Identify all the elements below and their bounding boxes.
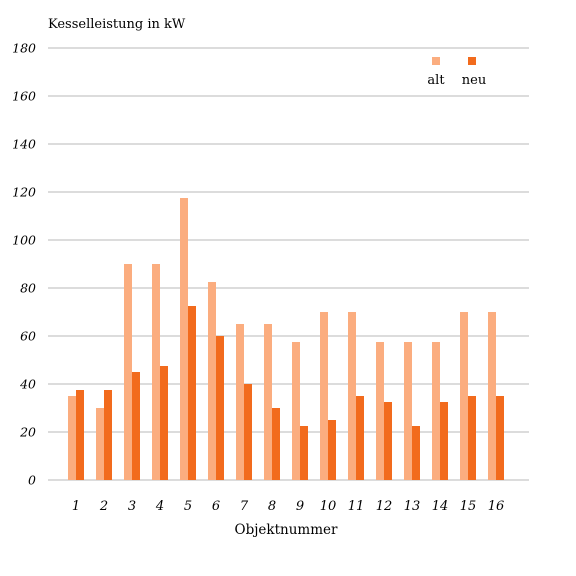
y-tick-label: 120	[12, 185, 36, 200]
legend-swatch-alt	[432, 57, 440, 65]
x-tick-label: 13	[404, 499, 421, 514]
x-tick-label: 14	[432, 499, 449, 514]
y-tick-label: 100	[12, 233, 36, 248]
bar-neu	[328, 420, 336, 480]
y-tick-label: 0	[28, 473, 36, 488]
y-tick-label: 160	[12, 89, 36, 104]
bar-alt	[292, 342, 300, 480]
x-tick-label: 7	[240, 499, 249, 514]
bar-alt	[124, 264, 132, 480]
y-tick-label: 80	[20, 281, 36, 296]
bar-alt	[376, 342, 384, 480]
legend-swatch-neu	[468, 57, 476, 65]
bar-neu	[272, 408, 280, 480]
bar-alt	[320, 312, 328, 480]
x-axis-ticks: 1 2 3 4 5 6 7 8 9 10 11 12 13 14 15 16	[72, 499, 504, 514]
bars	[68, 198, 504, 480]
bar-neu	[468, 396, 476, 480]
bar-neu	[356, 396, 364, 480]
x-tick-label: 8	[268, 499, 276, 514]
bar-neu	[412, 426, 420, 480]
bar-alt	[404, 342, 412, 480]
y-tick-label: 140	[12, 137, 36, 152]
x-tick-label: 4	[155, 499, 164, 514]
bar-alt	[348, 312, 356, 480]
bar-alt	[152, 264, 160, 480]
legend-label-neu: neu	[462, 73, 486, 88]
bar-neu	[104, 390, 112, 480]
bar-alt	[264, 324, 272, 480]
bar-alt	[488, 312, 496, 480]
bar-alt	[236, 324, 244, 480]
bar-alt	[432, 342, 440, 480]
x-tick-label: 10	[320, 499, 337, 514]
bar-neu	[76, 390, 84, 480]
x-tick-label: 3	[128, 499, 136, 514]
bar-neu	[496, 396, 504, 480]
y-tick-label: 180	[12, 41, 36, 56]
x-tick-label: 15	[460, 499, 477, 514]
y-tick-label: 40	[19, 377, 36, 392]
bar-alt	[460, 312, 468, 480]
bar-alt	[208, 282, 216, 480]
x-tick-label: 5	[184, 499, 192, 514]
bar-alt	[180, 198, 188, 480]
bar-neu	[188, 306, 196, 480]
x-tick-label: 1	[72, 499, 80, 514]
y-axis-ticks: 0 20 40 60 80 100 120 140 160 180	[12, 41, 36, 488]
y-tick-label: 20	[19, 425, 36, 440]
y-tick-label: 60	[20, 329, 36, 344]
bar-neu	[216, 336, 224, 480]
x-tick-label: 9	[296, 499, 304, 514]
x-tick-label: 11	[348, 499, 365, 514]
bar-neu	[384, 402, 392, 480]
x-axis-label: Objektnummer	[235, 522, 338, 538]
bar-alt	[68, 396, 76, 480]
x-tick-label: 12	[376, 499, 393, 514]
x-tick-label: 16	[488, 499, 505, 514]
bar-neu	[300, 426, 308, 480]
bar-alt	[96, 408, 104, 480]
gridlines	[48, 47, 529, 481]
x-tick-label: 2	[99, 499, 108, 514]
x-tick-label: 6	[212, 499, 220, 514]
bar-neu	[132, 372, 140, 480]
bar-neu	[440, 402, 448, 480]
bar-neu	[160, 366, 168, 480]
legend-label-alt: alt	[427, 73, 445, 88]
legend: alt neu	[427, 57, 486, 88]
bar-neu	[244, 384, 252, 480]
y-axis-label: Kesselleistung in kW	[48, 17, 186, 32]
